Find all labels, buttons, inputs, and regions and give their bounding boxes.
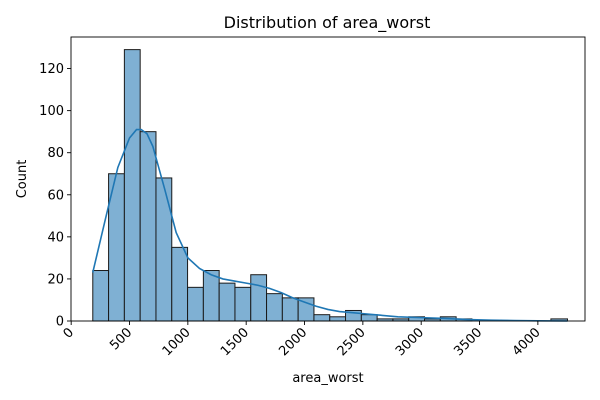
histogram-bar — [313, 314, 331, 322]
histogram-bar — [250, 274, 268, 322]
plot-frame — [70, 36, 586, 322]
y-tick-label: 100 — [39, 104, 64, 119]
y-tick-label: 40 — [47, 230, 64, 245]
histogram-bar — [281, 297, 299, 322]
x-tick-label: 3500 — [451, 325, 485, 359]
x-axis-label: area_worst — [292, 371, 363, 386]
x-tick-label: 1500 — [218, 325, 252, 359]
bars — [92, 49, 568, 322]
histogram-bar — [329, 316, 347, 322]
x-tick-label: 2500 — [335, 325, 369, 359]
chart-title: Distribution of area_worst — [224, 13, 431, 33]
plot-area: 0 500 1000 1500 2000 2500 3000 3500 4000 0 20 40 60… — [39, 36, 586, 359]
histogram-bar — [123, 49, 141, 322]
y-tick-label: 120 — [39, 62, 64, 77]
y-tick-label: 20 — [47, 272, 64, 287]
histogram-bar — [139, 131, 157, 322]
kde-curve — [91, 128, 568, 322]
histogram-bar — [155, 177, 173, 322]
histogram-bar — [360, 314, 378, 322]
x-tick-label: 1000 — [160, 325, 194, 359]
y-axis-ticks: 0 20 40 60 80 100 120 — [39, 62, 71, 330]
x-tick-label: 500 — [107, 325, 135, 353]
y-tick-label: 80 — [47, 146, 64, 161]
histogram-bar — [171, 246, 189, 322]
histogram-bar — [202, 270, 220, 322]
histogram-bar — [218, 282, 236, 322]
histogram-bar — [234, 286, 252, 322]
x-tick-label: 2000 — [276, 325, 310, 359]
x-tick-label: 4000 — [510, 325, 544, 359]
histogram-bar — [92, 270, 110, 322]
x-tick-label: 3000 — [393, 325, 427, 359]
histogram-bar — [187, 286, 204, 322]
histogram-bar — [266, 293, 283, 322]
y-tick-label: 0 — [56, 315, 64, 330]
x-axis-ticks: 0 500 1000 1500 2000 2500 3000 3500 4000 — [61, 321, 544, 359]
y-axis-label: Count — [15, 160, 30, 199]
y-tick-label: 60 — [47, 188, 64, 203]
